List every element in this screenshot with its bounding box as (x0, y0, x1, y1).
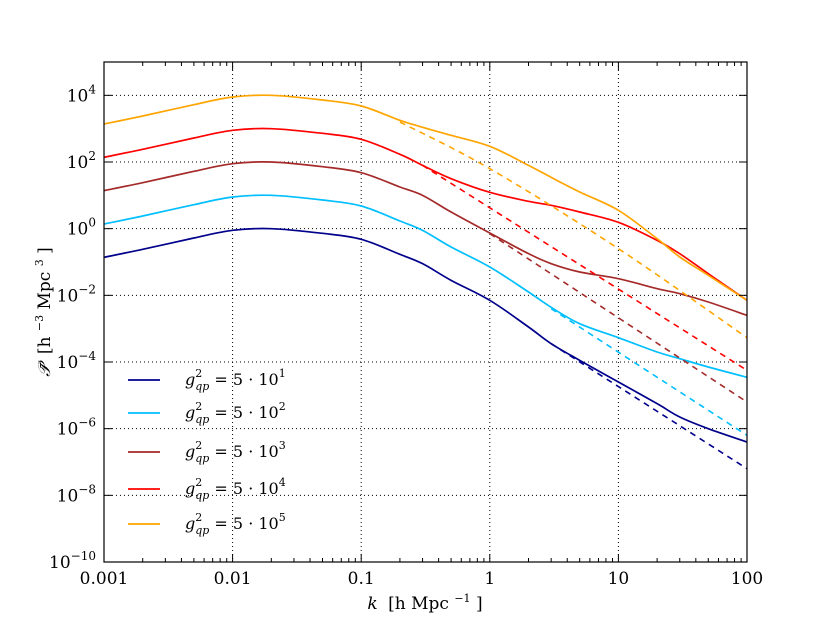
legend-label: g2 qp = 5 · 104 (185, 476, 286, 502)
y-label-exp1: −3 (33, 315, 46, 331)
ticks: 0.001 0.01 0.1 1 10 100 10−10 10−8 10−6 10−4 10−2 1… (49, 62, 763, 589)
y-label-unit: [h (35, 336, 55, 354)
series-2-line (103, 194, 748, 379)
plot-frame (103, 61, 748, 563)
x-label-close: ] (476, 594, 483, 614)
x-tick-label: 100 (731, 569, 763, 589)
y-label-exp2: 3 (33, 259, 46, 266)
series-4-line (103, 127, 748, 302)
legend-label: g2 qp = 5 · 101 (185, 367, 286, 393)
y-label-close: ] (35, 247, 55, 254)
series-2-asymptote-line (550, 307, 748, 437)
series-1-asymptote-line (550, 342, 748, 470)
grid (104, 62, 747, 562)
x-tick-label: 0.1 (348, 569, 375, 589)
x-tick-label: 10 (608, 569, 630, 589)
x-label-exp: −1 (454, 592, 470, 605)
x-tick-label: 0.01 (214, 569, 252, 589)
y-tick-label: 10−2 (57, 282, 96, 306)
y-tick-label: 102 (67, 149, 96, 173)
y-tick-label: 10−10 (49, 549, 96, 573)
x-tick-label: 1 (484, 569, 495, 589)
y-tick-label: 10−6 (57, 416, 96, 440)
x-label-unit: [h Mpc (388, 594, 449, 614)
y-tick-label: 10−8 (57, 482, 96, 506)
y-tick-label: 100 (67, 216, 96, 240)
x-label-var: k (367, 594, 377, 614)
legend-label: g2 qp = 5 · 102 (185, 400, 286, 426)
series-3-asymptote-line (489, 232, 748, 403)
y-tick-label: 104 (67, 82, 97, 106)
legend: g2 qp = 5 · 101 g2 qp = 5 · 102 g2 qp = 5 · 1… (128, 367, 286, 537)
y-axis-label: 𝒫̄ [h −3 Mpc 3 ] (28, 247, 55, 377)
series-5-asymptote-line (399, 121, 748, 339)
series-3-line (103, 160, 748, 317)
legend-label: g2 qp = 5 · 103 (185, 439, 286, 465)
series-4-asymptote-line (422, 164, 748, 372)
legend-label: g2 qp = 5 · 105 (185, 511, 286, 537)
y-label-mid: Mpc (35, 272, 55, 310)
series-5-line (103, 94, 748, 302)
y-tick-label: 10−4 (57, 349, 97, 373)
series-group (103, 94, 748, 470)
x-axis-label: k [h Mpc −1 ] (367, 587, 482, 614)
series-1-line (103, 227, 748, 443)
x-tick-label: 0.001 (80, 569, 129, 589)
y-label-var: 𝒫̄ (35, 360, 55, 377)
